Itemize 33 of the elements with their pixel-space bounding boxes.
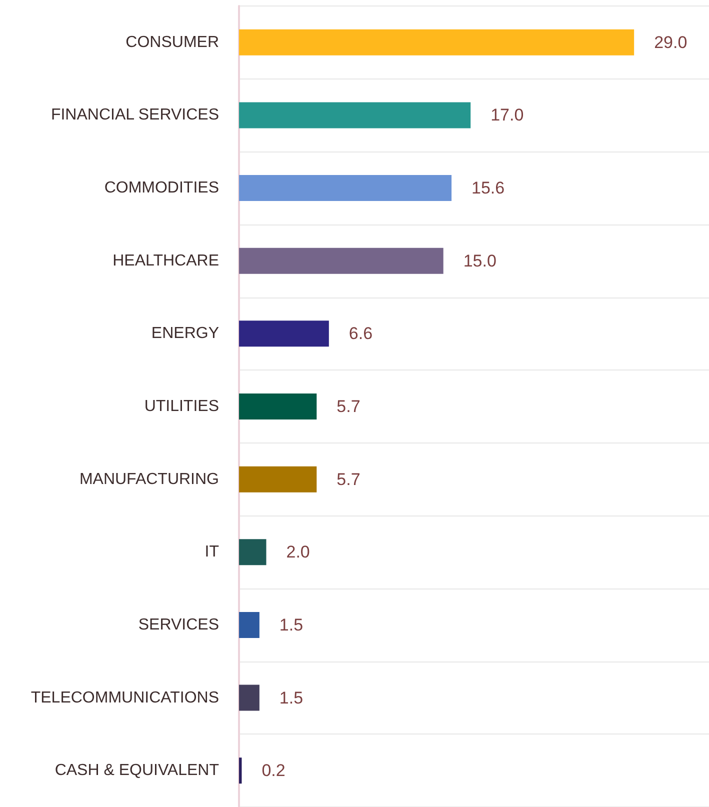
bar: [239, 466, 317, 492]
data-label: 2.0: [286, 542, 310, 562]
bar: [239, 394, 317, 420]
y-tick-label: COMMODITIES: [104, 180, 219, 197]
y-tick-label: MANUFACTURING: [79, 470, 219, 488]
data-label: 6.6: [348, 324, 373, 344]
y-tick-label: CASH & EQUIVALENT: [54, 762, 220, 780]
y-tick-label: ENERGY: [151, 325, 220, 342]
bar: [239, 758, 242, 784]
bar: [239, 320, 329, 347]
data-label: 29.0: [654, 32, 688, 52]
y-tick-label: FINANCIAL SERVICES: [50, 106, 219, 124]
y-tick-label: UTILITIES: [144, 398, 219, 415]
data-label: 15.6: [472, 178, 505, 198]
bar: [239, 248, 444, 274]
data-label: 17.0: [490, 106, 524, 125]
y-tick-label: CONSUMER: [126, 34, 219, 51]
data-label: 5.7: [336, 470, 360, 489]
data-label: 1.5: [279, 615, 304, 634]
bar: [239, 102, 471, 128]
bar: [239, 612, 260, 638]
y-tick-label: SERVICES: [138, 616, 219, 634]
bar: [239, 175, 452, 202]
bar: [239, 684, 260, 711]
data-label: 15.0: [463, 251, 496, 270]
data-label: 1.5: [279, 688, 304, 708]
bar: [239, 539, 266, 566]
y-tick-label: TELECOMMUNICATIONS: [30, 689, 219, 706]
y-tick-label: HEALTHCARE: [112, 252, 219, 270]
y-tick-label: IT: [204, 544, 220, 561]
data-label: 0.2: [262, 761, 286, 780]
bar: [239, 29, 634, 56]
data-label: 5.7: [336, 397, 360, 416]
